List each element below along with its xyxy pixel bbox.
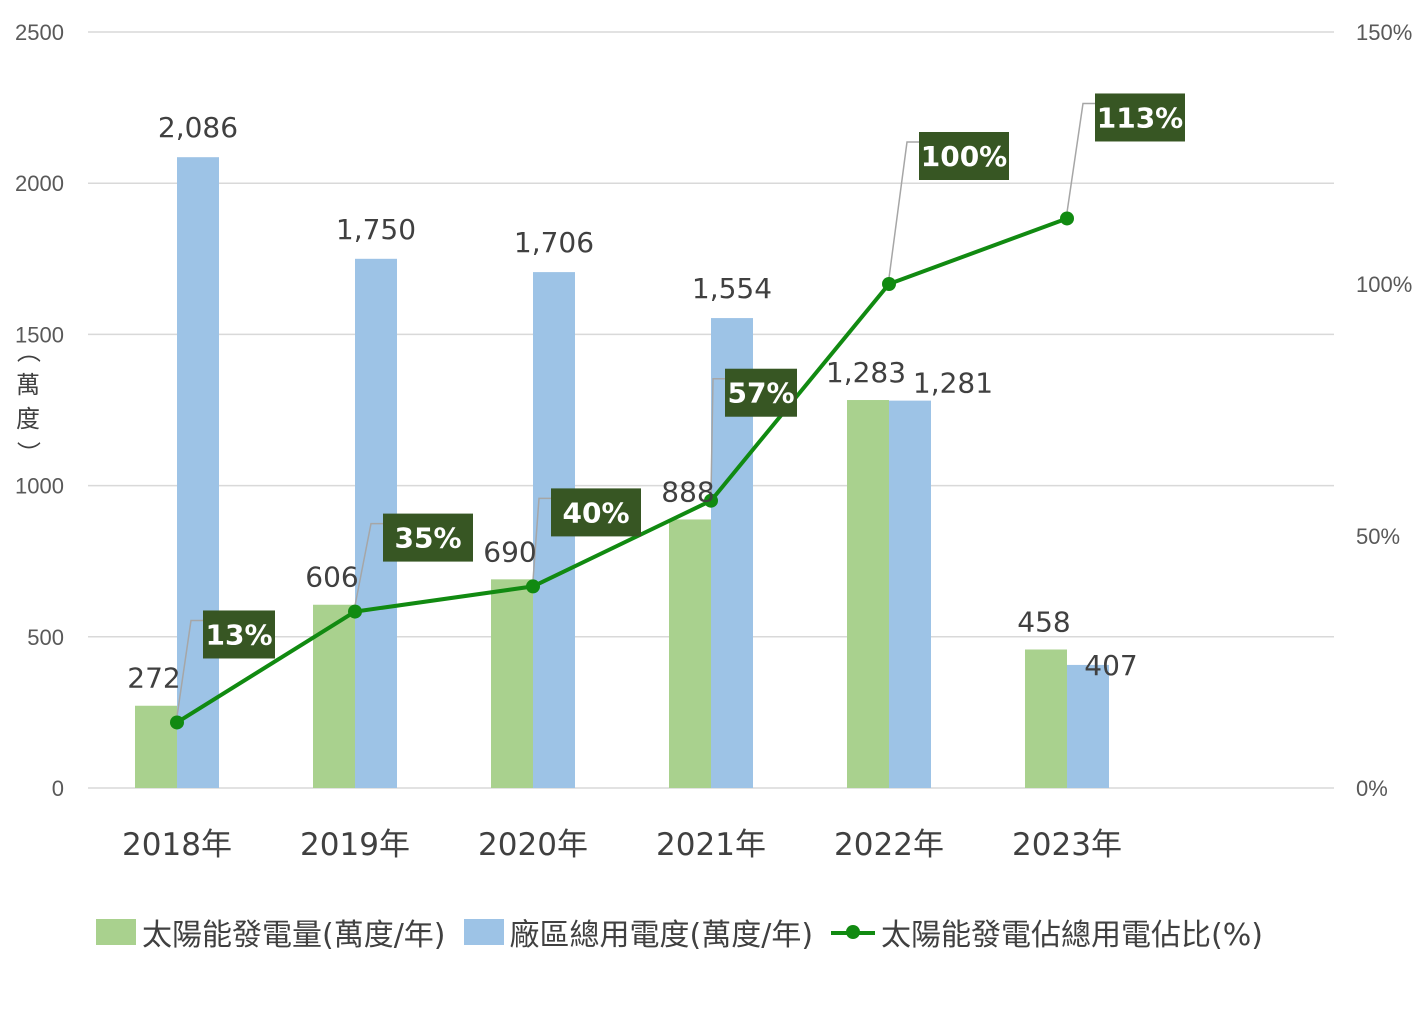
y-axis-label-char: 萬 [16, 371, 40, 399]
data-label-total: 2,086 [158, 111, 238, 144]
leader-line [888, 141, 919, 279]
ratio-point [348, 604, 362, 619]
data-label-solar: 888 [661, 475, 714, 508]
data-label-total: 1,554 [692, 272, 772, 305]
line-series [170, 211, 1074, 730]
ratio-label-box [919, 132, 1009, 180]
ratio-label-box [1095, 93, 1185, 142]
legend-swatch-total [463, 919, 504, 945]
leader-line [710, 377, 725, 495]
y-axis-label-char: 度 [16, 405, 40, 433]
ratio-data-label: 40% [562, 496, 629, 529]
legend-item-total: 廠區總用電度(萬度/年) [463, 910, 814, 954]
bar-solar [491, 579, 533, 788]
y2-tick-label: 50% [1356, 524, 1400, 549]
ratio-data-label: 13% [205, 618, 272, 651]
y-axis-label-char: ） [14, 441, 42, 465]
y2-tick-label: 100% [1356, 272, 1412, 297]
leader-line [1066, 102, 1095, 213]
ratio-label-box [725, 368, 797, 417]
ratio-data-label: 57% [727, 377, 794, 410]
data-label-total: 1,281 [913, 367, 993, 400]
leader-lines [176, 102, 1095, 717]
ratio-data-label: 35% [394, 522, 461, 555]
y-tick-label: 1000 [15, 474, 64, 499]
legend-label-solar: 太陽能發電量(萬度/年) [142, 918, 446, 953]
x-tick-label: 2019年 [300, 827, 410, 863]
leader-line [354, 522, 383, 606]
data-label-solar: 458 [1017, 606, 1070, 639]
ratio-label-box [203, 610, 275, 659]
legend-label-ratio: 太陽能發電佔總用電佔比(%) [881, 918, 1263, 953]
legend-label-total: 廠區總用電度(萬度/年) [509, 918, 814, 953]
y-tick-label: 500 [27, 625, 64, 650]
ratio-data-label: 100% [921, 140, 1008, 173]
data-label-total: 1,706 [514, 226, 594, 259]
leader-line [176, 619, 203, 717]
ratio-line [175, 216, 1068, 725]
ratio-point [526, 579, 540, 594]
y2-tick-label: 0% [1356, 776, 1388, 801]
ratio-data-label: 113% [1097, 101, 1184, 134]
x-tick-label: 2022年 [834, 827, 944, 863]
ratio-point [170, 715, 184, 730]
ratio-point [882, 277, 896, 291]
y-tick-label: 0 [52, 776, 64, 801]
bar-solar [135, 705, 177, 788]
ratio-point [704, 493, 718, 508]
data-label-solar: 1,283 [826, 356, 906, 389]
data-labels: 272 606 690 888 1,283 458 2,086 1,750 1,706 1,554… [127, 93, 1185, 695]
bar-solar [847, 400, 889, 788]
x-tick-label: 2020年 [478, 827, 588, 863]
y-tick-label: 1500 [15, 322, 64, 347]
bar-solar [669, 519, 711, 788]
y-tick-label: 2000 [15, 171, 64, 196]
bar-total [177, 157, 219, 788]
leader-line [532, 497, 551, 581]
ratio-point [1060, 211, 1074, 226]
ratio-label-box [383, 513, 473, 562]
y-tick-label: 2500 [15, 20, 64, 45]
y-axis-label-char: （ [14, 339, 42, 363]
legend-swatch-solar [96, 919, 136, 945]
legend: 太陽能發電量(萬度/年) 廠區總用電度(萬度/年) 太陽能發電佔總用電佔比(%) [96, 910, 1406, 954]
data-label-solar: 606 [305, 561, 358, 594]
legend-swatch-ratio [831, 919, 876, 945]
bar-total [1067, 664, 1109, 788]
axis-ticks: 0 500 1000 1500 2000 2500 0% 50% 100% 150% 2018年 20… [14, 20, 1412, 863]
legend-item-ratio: 太陽能發電佔總用電佔比(%) [831, 910, 1263, 954]
data-label-solar: 272 [127, 662, 180, 695]
combo-chart: 272 606 690 888 1,283 458 2,086 1,750 1,706 1,554… [14, 20, 1412, 863]
x-tick-label: 2018年 [122, 827, 232, 863]
data-label-solar: 690 [483, 535, 536, 568]
bar-total [889, 400, 931, 788]
data-label-total: 1,750 [336, 213, 416, 246]
y2-tick-label: 150% [1356, 20, 1412, 45]
legend-item-solar: 太陽能發電量(萬度/年) [96, 910, 446, 954]
bar-series [135, 157, 1109, 788]
x-tick-label: 2023年 [1012, 827, 1122, 863]
data-label-total: 407 [1084, 649, 1137, 682]
bar-solar [1025, 649, 1067, 788]
ratio-label-box [551, 488, 641, 537]
x-tick-label: 2021年 [656, 827, 766, 863]
